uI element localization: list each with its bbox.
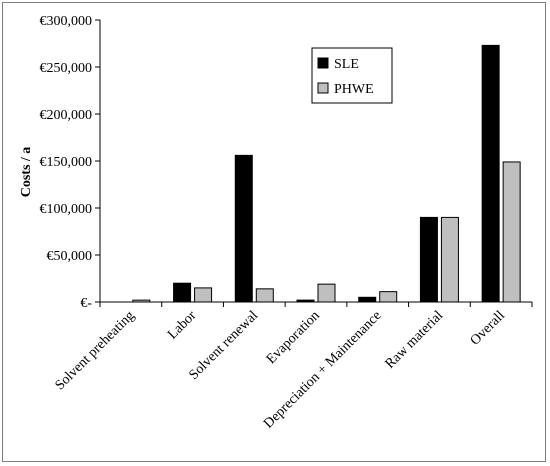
x-tick-label: Depreciation + Maintenance <box>261 308 384 431</box>
y-axis: €- €50,000 €100,000 €150,000 €200,000 €250,00… <box>40 14 101 311</box>
legend-label-phwe: PHWE <box>334 82 374 97</box>
bar-phwe-5 <box>440 216 459 303</box>
bar-phwe-6 <box>502 161 521 303</box>
legend-box <box>311 47 393 104</box>
bar-phwe-2 <box>255 288 274 303</box>
y-tick-label: €50,000 <box>47 249 93 264</box>
y-tick-label: €- <box>80 296 92 311</box>
bar-sle-4 <box>358 296 377 303</box>
bar-sle-2 <box>234 154 253 303</box>
y-tick-label: €100,000 <box>40 202 93 217</box>
x-tick-label: Solvent preheating <box>53 308 138 393</box>
legend-label-sle: SLE <box>334 57 359 72</box>
legend-swatch-phwe <box>317 82 329 94</box>
y-tick-label: €300,000 <box>40 14 93 29</box>
x-tick-label: Raw material <box>383 308 447 372</box>
bar-sle-6 <box>481 44 500 303</box>
x-tick-label: Labor <box>165 308 199 342</box>
legend: SLE PHWE <box>311 47 393 104</box>
y-tick-label: €150,000 <box>40 155 93 170</box>
x-tick-label: Overall <box>468 308 508 348</box>
y-tick-label: €200,000 <box>40 108 93 123</box>
bar-phwe-4 <box>379 291 398 303</box>
y-tick-label: €250,000 <box>40 61 93 76</box>
bar-sle-5 <box>419 216 438 303</box>
bar-sle-1 <box>173 282 192 303</box>
bar-phwe-1 <box>194 287 213 303</box>
bar-phwe-3 <box>317 283 336 303</box>
legend-swatch-sle <box>317 57 329 69</box>
y-axis-label: Costs / a <box>19 147 34 198</box>
x-tick-label: Evaporation <box>264 308 323 367</box>
